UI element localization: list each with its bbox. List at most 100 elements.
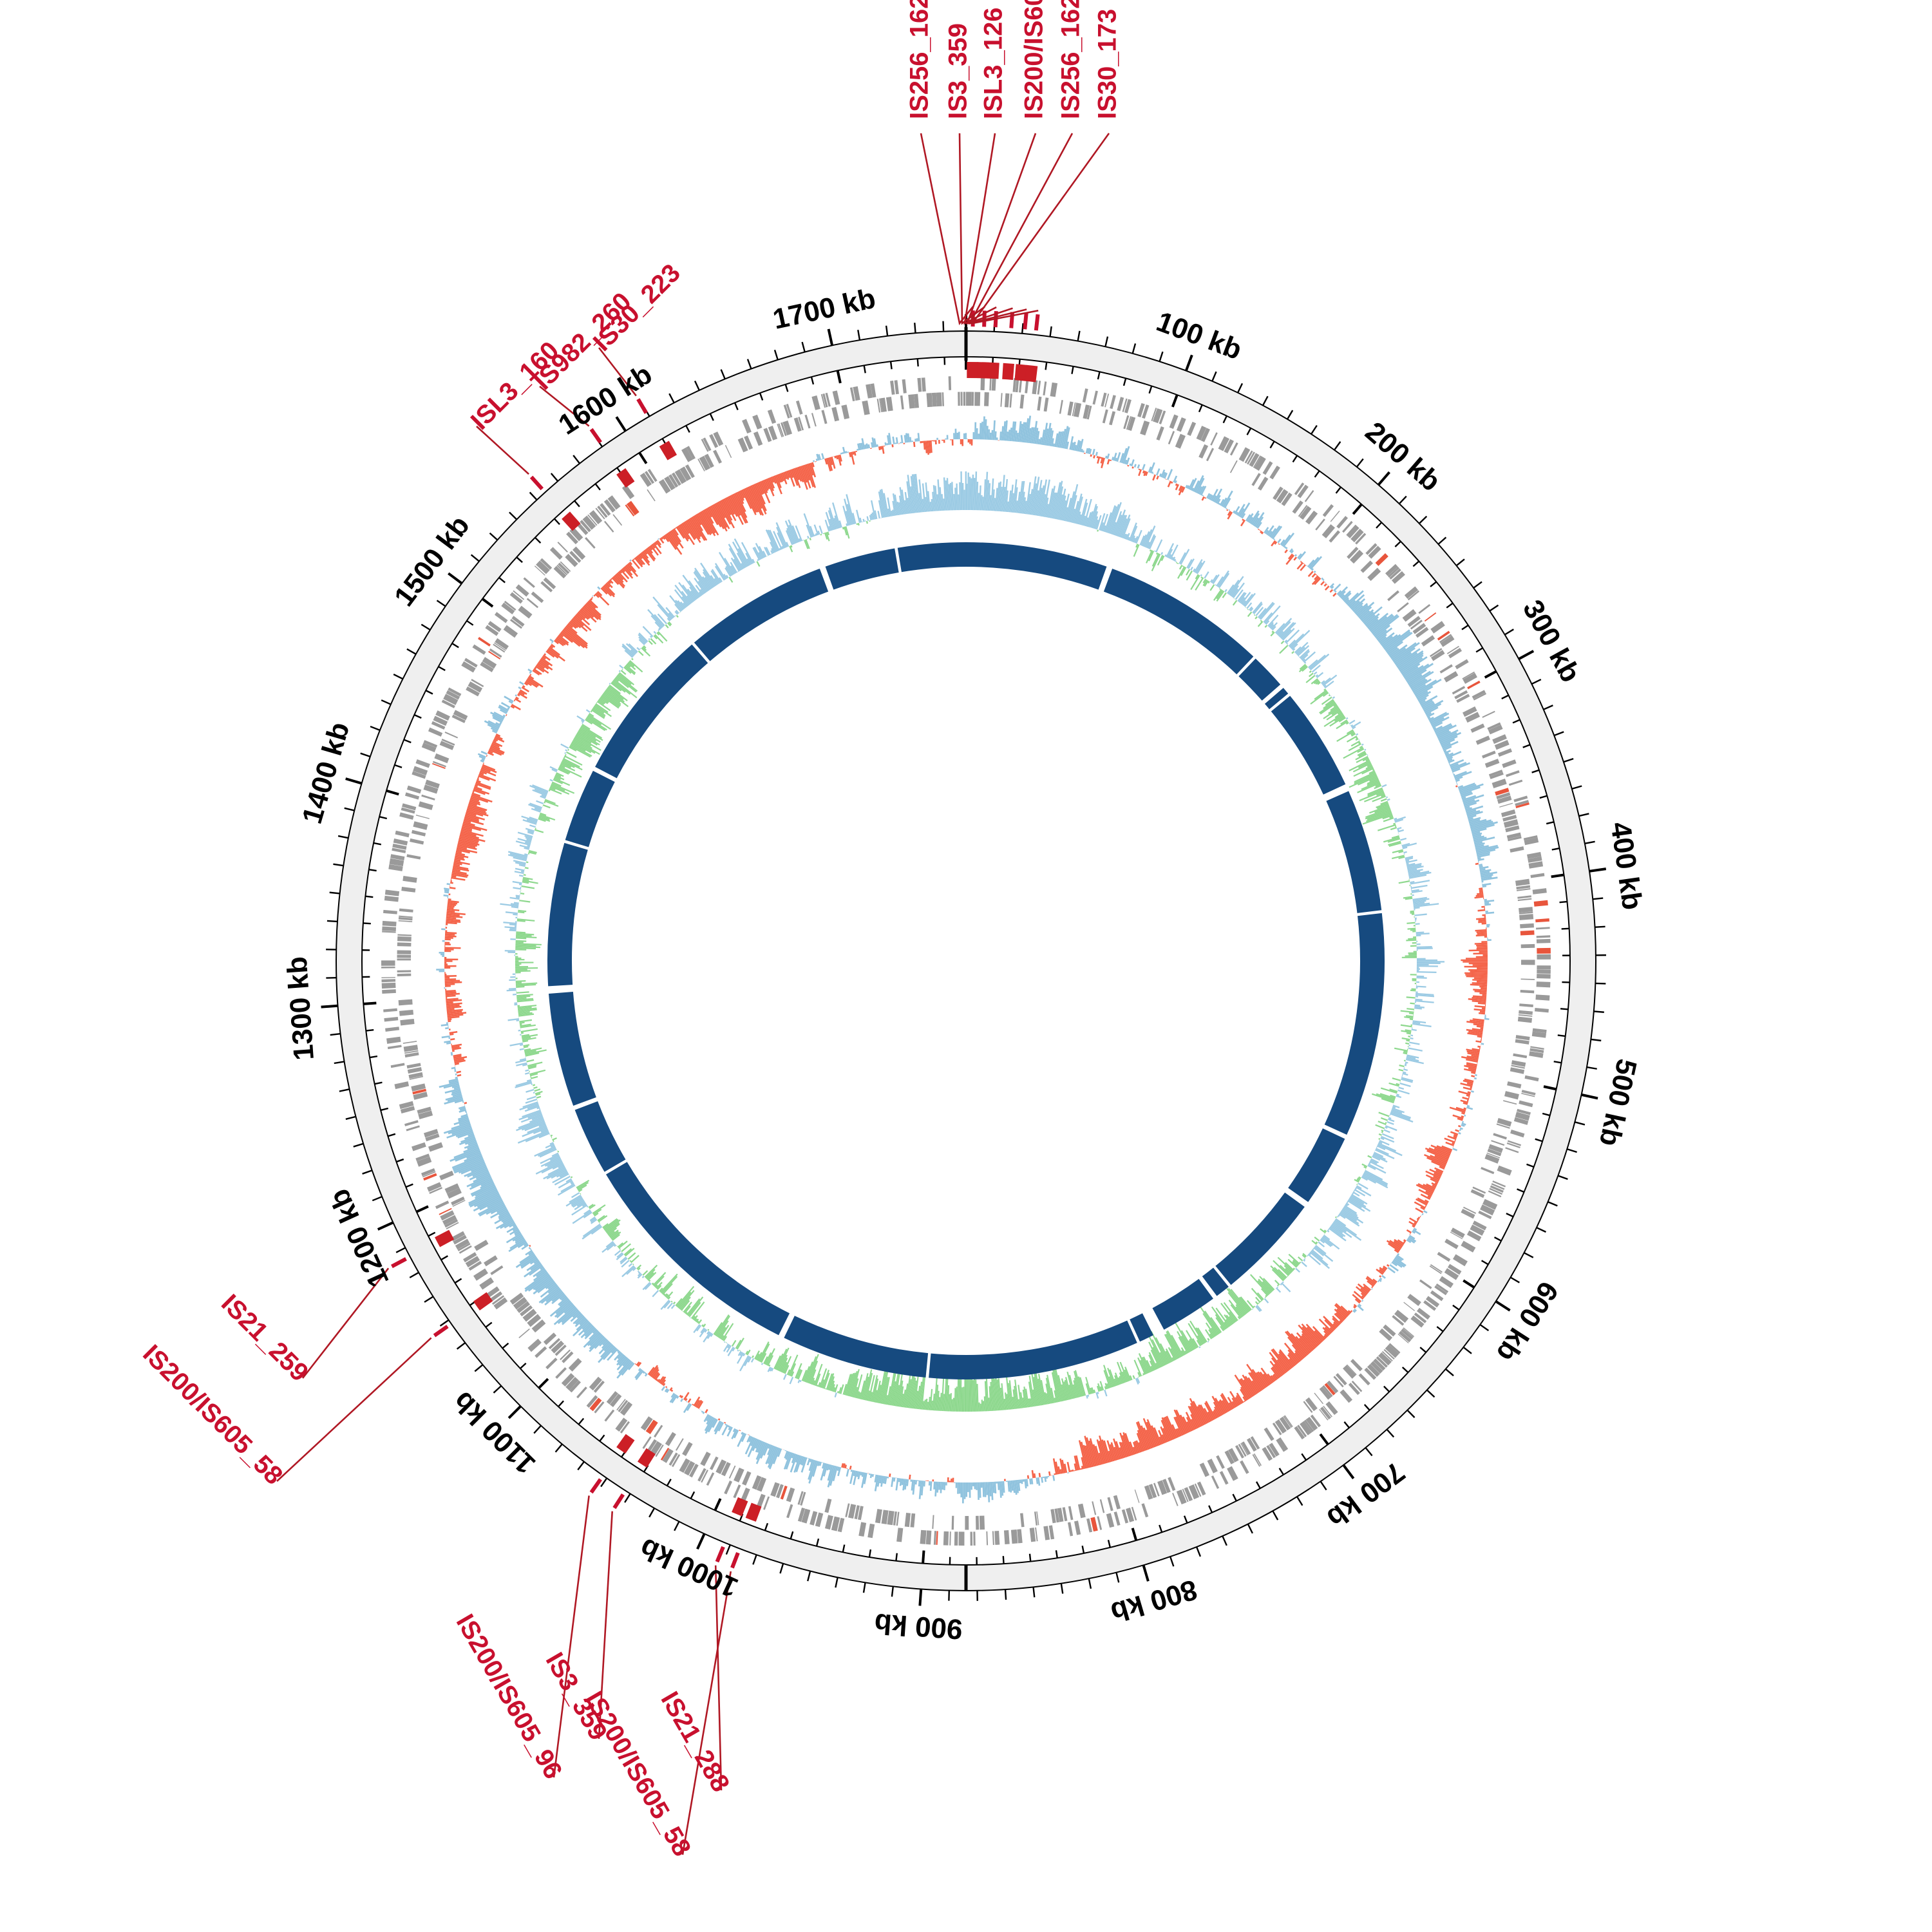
gc-content-bar: [1296, 562, 1304, 570]
cds-feature: [1082, 388, 1088, 403]
gc-skew-bar: [1410, 1002, 1415, 1005]
gc-content-bar: [542, 656, 547, 660]
gc-content-bar: [1298, 1324, 1319, 1347]
cds-feature: [1025, 379, 1029, 393]
cds-feature: [407, 1066, 422, 1074]
gc-content-bar: [1159, 473, 1162, 477]
cds-feature: [1531, 1031, 1547, 1038]
cds-feature: [1364, 1367, 1377, 1380]
gc-skew-bar: [1413, 902, 1425, 905]
gc-skew-bar: [1329, 715, 1345, 727]
cds-feature: [645, 1419, 658, 1434]
gc-content-bar: [1070, 442, 1074, 451]
gc-content-bar: [1486, 925, 1490, 928]
gc-skew-bar: [1318, 1241, 1325, 1247]
gc-content-bar: [1401, 656, 1428, 675]
gc-skew-bar: [1132, 1375, 1135, 1379]
gc-skew-bar: [971, 474, 974, 511]
gc-skew-bar: [524, 1122, 545, 1132]
gc-content-bar: [1227, 1396, 1236, 1409]
cds-feature: [429, 1187, 442, 1194]
gc-skew-bar: [540, 795, 546, 799]
gc-content-bar: [1215, 495, 1221, 504]
gc-content-bar: [1137, 464, 1141, 469]
gc-skew-bar: [768, 1364, 771, 1367]
is-element-tick: [1023, 313, 1028, 330]
gc-content-bar: [1412, 1229, 1421, 1235]
cds-feature: [1463, 1206, 1477, 1215]
gc-skew-bar: [1277, 1256, 1294, 1273]
cds-feature: [1532, 888, 1547, 895]
gc-skew-bar: [1312, 1248, 1314, 1251]
gc-content-bar: [1298, 1337, 1312, 1352]
gc-content-bar: [732, 493, 748, 524]
gc-content-bar: [1106, 453, 1110, 459]
gc-content-bar: [1393, 1258, 1405, 1268]
cds-feature: [513, 590, 525, 600]
cds-feature: [742, 419, 752, 434]
gc-skew-bar: [1326, 710, 1341, 721]
gc-content-bar: [837, 455, 842, 466]
gc-content-bar: [1420, 1206, 1425, 1211]
gc-skew-bar: [1403, 1068, 1408, 1072]
gc-skew-bar: [558, 768, 569, 775]
cds-feature: [536, 560, 550, 574]
gc-content-bar: [674, 527, 677, 529]
gc-skew-bar: [1402, 846, 1408, 849]
gc-skew-bar: [550, 1144, 555, 1148]
gc-skew-bar: [1270, 1265, 1285, 1281]
gc-content-bar: [1052, 1458, 1057, 1475]
gc-skew-bar: [1415, 920, 1416, 922]
gc-content-bar: [1486, 923, 1490, 926]
gc-skew-bar: [571, 1204, 588, 1216]
gc-skew-bar: [571, 741, 592, 753]
gc-skew-bar: [724, 558, 735, 575]
gc-content-bar: [459, 834, 486, 842]
gc-content-bar: [1475, 956, 1488, 958]
gc-content-bar: [1351, 598, 1366, 611]
gc-content-bar: [713, 504, 728, 528]
gc-skew-bar: [929, 502, 933, 512]
gc-skew-bar: [945, 1372, 949, 1412]
gc-skew-bar: [1404, 1064, 1407, 1066]
backbone-segment: [565, 770, 615, 848]
gc-skew-bar: [734, 538, 750, 566]
gc-content-bar: [1378, 634, 1387, 642]
gc-content-bar: [902, 1479, 905, 1491]
gc-skew-bar: [1336, 1215, 1339, 1218]
gc-skew-bar: [562, 757, 580, 768]
gc-content-bar: [967, 439, 970, 443]
gc-content-bar: [721, 1424, 728, 1435]
gc-skew-bar: [723, 1343, 730, 1352]
gc-skew-bar: [737, 571, 739, 573]
gc-content-bar: [1012, 1480, 1016, 1493]
gc-skew-bar: [1285, 1267, 1291, 1274]
gc-skew-bar: [1320, 1239, 1325, 1244]
gc-content-bar: [805, 464, 814, 488]
gc-content-bar: [465, 813, 485, 820]
gc-skew-bar: [528, 1066, 537, 1070]
gc-content-bar: [1475, 845, 1489, 850]
gc-content-bar: [1461, 1115, 1464, 1118]
gc-content-bar: [672, 529, 682, 543]
gc-skew-bar: [518, 1111, 542, 1121]
gc-content-bar: [1286, 1331, 1309, 1356]
gc-content-bar: [989, 1482, 992, 1497]
gc-skew-bar: [769, 529, 780, 551]
cds-feature: [423, 1129, 439, 1138]
gc-content-bar: [1106, 1440, 1115, 1462]
gc-content-bar: [1240, 1378, 1254, 1397]
gc-skew-bar: [1280, 622, 1296, 639]
gc-skew-bar: [1410, 880, 1415, 884]
cds-feature: [607, 495, 621, 510]
gc-skew-bar: [1135, 529, 1142, 544]
gc-content-bar: [577, 611, 586, 620]
gc-skew-bar: [565, 1178, 572, 1183]
gc-content-bar: [835, 455, 838, 460]
gc-content-bar: [1079, 439, 1084, 452]
gc-skew-bar: [693, 1324, 701, 1333]
is-leader-line: [968, 133, 1074, 325]
gc-content-bar: [1291, 1333, 1310, 1355]
gc-skew-bar: [770, 542, 776, 553]
cds-feature: [1229, 460, 1238, 473]
